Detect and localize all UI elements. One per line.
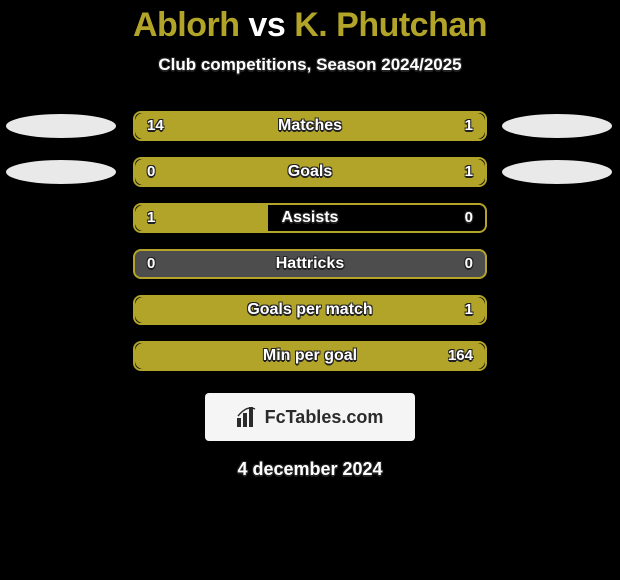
stat-rows: 141Matches 01Goals 10Assists 00Hattricks 1Go… — [0, 113, 620, 369]
right-badge-ellipse — [502, 114, 612, 138]
stat-bar: 1Goals per match — [133, 295, 487, 325]
bars-icon — [237, 407, 259, 427]
stat-label: Assists — [135, 205, 485, 231]
stat-bar: 141Matches — [133, 111, 487, 141]
stat-bar: 00Hattricks — [133, 249, 487, 279]
comparison-infographic: { "title_left": "Ablorh", "title_vs": " … — [0, 0, 620, 580]
stat-row: 1Goals per match — [0, 297, 620, 323]
stat-row: 01Goals — [0, 159, 620, 185]
page-title: Ablorh vs K. Phutchan — [0, 0, 620, 45]
stat-label: Hattricks — [135, 251, 485, 277]
brand-badge: FcTables.com — [205, 393, 415, 441]
subtitle: Club competitions, Season 2024/2025 — [0, 55, 620, 75]
stat-label: Matches — [135, 113, 485, 139]
stat-row: 164Min per goal — [0, 343, 620, 369]
stat-row: 141Matches — [0, 113, 620, 139]
title-right: K. Phutchan — [294, 6, 487, 44]
stat-bar: 01Goals — [133, 157, 487, 187]
left-badge-ellipse — [6, 114, 116, 138]
brand-text: FcTables.com — [265, 407, 384, 428]
stat-label: Goals per match — [135, 297, 485, 323]
date-text: 4 december 2024 — [0, 459, 620, 480]
stat-row: 00Hattricks — [0, 251, 620, 277]
stat-bar: 10Assists — [133, 203, 487, 233]
stat-label: Goals — [135, 159, 485, 185]
left-badge-ellipse — [6, 160, 116, 184]
stat-label: Min per goal — [135, 343, 485, 369]
title-vs: vs — [239, 6, 294, 44]
stat-bar: 164Min per goal — [133, 341, 487, 371]
right-badge-ellipse — [502, 160, 612, 184]
stat-row: 10Assists — [0, 205, 620, 231]
title-left: Ablorh — [133, 6, 240, 44]
